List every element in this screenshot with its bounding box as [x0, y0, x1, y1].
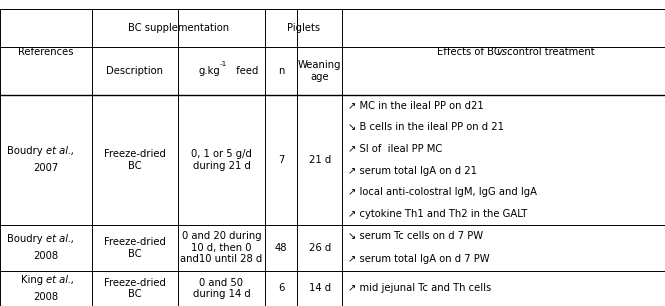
Text: et al.,: et al., — [46, 234, 74, 244]
Text: Boudry: Boudry — [7, 146, 46, 156]
Text: Weaning
age: Weaning age — [298, 60, 342, 82]
Text: feed: feed — [233, 66, 259, 76]
Text: n: n — [278, 66, 284, 76]
Text: 2008: 2008 — [33, 292, 59, 302]
Text: ↗ SI of  ileal PP MC: ↗ SI of ileal PP MC — [348, 144, 442, 154]
Text: vs.: vs. — [497, 47, 511, 57]
Text: ↘ serum Tc cells on d 7 PW: ↘ serum Tc cells on d 7 PW — [348, 231, 483, 241]
Text: 2008: 2008 — [33, 252, 59, 261]
Text: control treatment: control treatment — [505, 47, 595, 57]
Text: 21 d: 21 d — [309, 155, 331, 165]
Text: ↗ serum total IgA on d 7 PW: ↗ serum total IgA on d 7 PW — [348, 254, 489, 264]
Text: 14 d: 14 d — [309, 283, 331, 293]
Text: Freeze-dried
BC: Freeze-dried BC — [104, 149, 166, 171]
Text: Description: Description — [106, 66, 164, 76]
Text: ↗ local anti-colostral IgM, IgG and IgA: ↗ local anti-colostral IgM, IgG and IgA — [348, 187, 537, 197]
Text: ↗ serum total IgA on d 21: ↗ serum total IgA on d 21 — [348, 166, 477, 176]
Text: ↗ MC in the ileal PP on d21: ↗ MC in the ileal PP on d21 — [348, 101, 483, 111]
Text: References: References — [18, 47, 74, 57]
Text: g.kg: g.kg — [198, 66, 220, 76]
Text: et al.,: et al., — [46, 275, 74, 285]
Text: -1: -1 — [220, 62, 227, 67]
Text: 0 and 20 during
10 d, then 0
and10 until 28 d: 0 and 20 during 10 d, then 0 and10 until… — [180, 231, 263, 264]
Text: 7: 7 — [278, 155, 284, 165]
Text: ↗ mid jejunal Tc and Th cells: ↗ mid jejunal Tc and Th cells — [348, 283, 491, 293]
Text: ↘ B cells in the ileal PP on d 21: ↘ B cells in the ileal PP on d 21 — [348, 122, 504, 132]
Text: Freeze-dried
BC: Freeze-dried BC — [104, 278, 166, 299]
Text: Effects of BC: Effects of BC — [437, 47, 504, 57]
Text: Piglets: Piglets — [287, 23, 320, 33]
Text: 2007: 2007 — [33, 163, 59, 174]
Text: 6: 6 — [278, 283, 284, 293]
Text: 0 and 50
during 14 d: 0 and 50 during 14 d — [193, 278, 250, 299]
Text: Boudry: Boudry — [7, 234, 46, 244]
Text: 0, 1 or 5 g/d
during 21 d: 0, 1 or 5 g/d during 21 d — [191, 149, 252, 171]
Text: et al.,: et al., — [46, 146, 74, 156]
Text: Freeze-dried
BC: Freeze-dried BC — [104, 237, 166, 259]
Text: ↗ cytokine Th1 and Th2 in the GALT: ↗ cytokine Th1 and Th2 in the GALT — [348, 209, 527, 219]
Text: King: King — [21, 275, 46, 285]
Text: 26 d: 26 d — [309, 243, 331, 253]
Text: BC supplementation: BC supplementation — [128, 23, 229, 33]
Text: 48: 48 — [275, 243, 287, 253]
